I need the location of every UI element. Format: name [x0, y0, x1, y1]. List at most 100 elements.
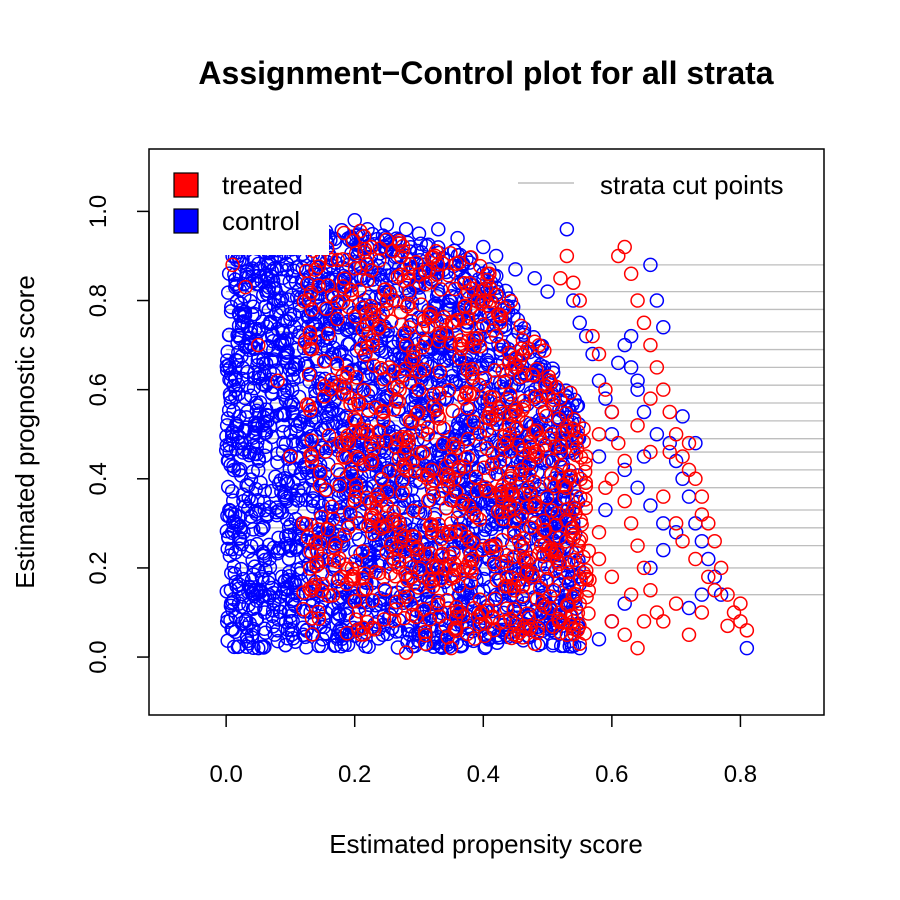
treated-point — [643, 337, 658, 353]
treated-point — [425, 579, 441, 594]
treated-point — [420, 420, 436, 435]
legend-treated-swatch — [173, 172, 199, 198]
treated-point — [386, 613, 402, 628]
treated-point — [401, 265, 416, 281]
control-point — [285, 382, 300, 397]
control-point — [412, 416, 427, 431]
treated-point — [550, 554, 566, 569]
treated-point — [313, 465, 328, 480]
treated-point — [370, 434, 385, 450]
legend-treated-label: treated — [222, 170, 303, 200]
treated-point — [430, 597, 446, 613]
control-point — [393, 488, 408, 503]
control-point — [360, 221, 375, 237]
control-point — [232, 267, 248, 282]
control-point — [536, 359, 552, 375]
treated-point — [541, 369, 557, 385]
control-point — [241, 636, 256, 651]
treated-point — [675, 533, 690, 549]
control-point — [239, 270, 254, 285]
treated-point — [537, 343, 552, 358]
treated-point — [341, 435, 357, 450]
control-point — [578, 328, 594, 344]
treated-point — [453, 524, 469, 539]
treated-point — [537, 404, 553, 419]
treated-point — [409, 542, 424, 558]
treated-point — [529, 591, 545, 607]
treated-point — [538, 522, 553, 538]
x-tick-label: 0.4 — [467, 761, 500, 788]
control-point — [516, 321, 532, 336]
treated-point — [604, 569, 620, 585]
control-point — [444, 349, 460, 365]
treated-point — [426, 473, 442, 488]
treated-point — [604, 404, 620, 420]
treated-point — [395, 244, 410, 259]
treated-point — [441, 383, 457, 398]
treated-point — [328, 536, 343, 551]
treated-point — [591, 525, 607, 540]
treated-point — [283, 449, 298, 464]
treated-point — [591, 346, 607, 362]
control-point — [411, 453, 426, 469]
control-point — [222, 503, 237, 518]
treated-point — [467, 631, 482, 646]
treated-point — [367, 622, 382, 637]
treated-point — [464, 281, 480, 296]
control-point — [426, 639, 441, 654]
control-point — [249, 403, 265, 419]
treated-point — [569, 440, 585, 456]
control-point — [397, 482, 413, 498]
treated-point — [495, 479, 511, 494]
control-point — [339, 359, 354, 374]
control-point — [232, 330, 247, 346]
control-point — [630, 480, 645, 495]
treated-point — [656, 382, 671, 397]
control-point — [535, 529, 550, 544]
control-point — [251, 406, 267, 421]
treated-point — [297, 334, 313, 350]
treated-point — [450, 440, 466, 456]
control-point — [465, 461, 481, 477]
treated-point — [395, 473, 410, 489]
treated-point — [304, 627, 320, 642]
treated-point — [435, 436, 451, 451]
control-point — [261, 280, 277, 295]
control-point — [516, 325, 532, 340]
control-point — [617, 462, 632, 478]
control-point — [452, 586, 467, 601]
control-point — [311, 322, 326, 337]
treated-point — [430, 257, 446, 272]
control-point — [270, 623, 285, 638]
treated-point — [320, 522, 336, 537]
control-point — [247, 306, 262, 322]
treated-point — [347, 309, 363, 324]
treated-point — [406, 503, 421, 519]
treated-point — [475, 542, 491, 558]
treated-point — [480, 409, 496, 425]
treated-point — [561, 576, 577, 591]
treated-point — [452, 604, 467, 620]
control-point — [409, 243, 425, 259]
control-point — [454, 637, 469, 653]
control-point — [598, 502, 613, 518]
treated-point — [379, 302, 394, 317]
control-point — [268, 469, 283, 485]
treated-point — [501, 418, 517, 433]
treated-point — [439, 592, 455, 608]
treated-point — [466, 414, 481, 430]
treated-point — [544, 503, 559, 518]
control-point — [532, 557, 548, 572]
legend: treated control strata cut points — [149, 149, 784, 255]
treated-point — [623, 266, 639, 282]
control-point — [326, 340, 341, 356]
treated-point — [311, 611, 327, 627]
treated-point — [432, 386, 447, 401]
control-point — [276, 387, 291, 403]
treated-point — [501, 355, 517, 371]
treated-point — [578, 500, 594, 516]
control-point — [263, 314, 278, 329]
treated-point — [372, 319, 388, 334]
treated-point — [656, 489, 671, 504]
treated-series — [225, 223, 755, 660]
